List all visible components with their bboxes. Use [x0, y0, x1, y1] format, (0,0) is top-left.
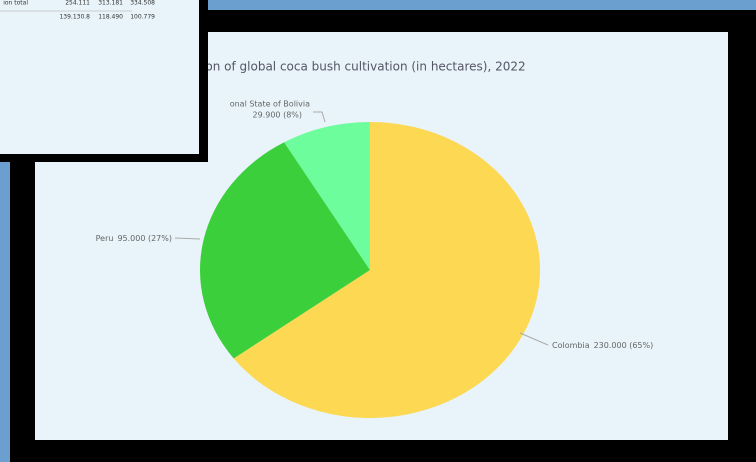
slice-label: onal State of Bolivia [230, 100, 310, 109]
table-cell: 118.490 [98, 14, 123, 21]
leader-line [519, 332, 549, 346]
table-cell: 100.779 [130, 14, 155, 21]
overlay-window [0, 0, 199, 154]
leader-line [313, 111, 326, 123]
slice-value-label: 29.900 (8%) [253, 111, 302, 120]
leader-line [174, 237, 201, 240]
pie-slice [233, 122, 540, 418]
table-cell: ion total [3, 0, 28, 7]
slice-value-label: 95.000 (27%) [117, 234, 172, 243]
table-cell: 254.111 [65, 0, 90, 7]
chart-title: ation of global coca bush cultivation (i… [190, 60, 526, 74]
pie-slice [284, 122, 370, 270]
table-cell: 334.508 [130, 0, 155, 7]
table: ion total 254.111 313.181 334.508 139.130.8 1… [3, 0, 155, 21]
slice-value-label: 230.000 (65%) [594, 341, 654, 350]
slice-name: Colombia [552, 341, 590, 350]
pie: Colombia 230.000 (65%) Peru 95.000 (27%) ona… [96, 100, 653, 418]
slice-label: Colombia 230.000 (65%) [552, 341, 653, 350]
pie-slice [199, 142, 370, 359]
slice-label: Peru 95.000 (27%) [96, 234, 172, 243]
table-cell: 313.181 [98, 0, 123, 7]
slice-name: Peru [96, 234, 114, 243]
table-cell: 139.130.8 [59, 14, 90, 21]
